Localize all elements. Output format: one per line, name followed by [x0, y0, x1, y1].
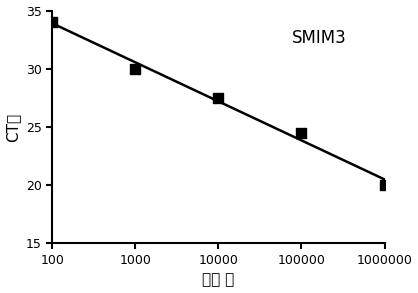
- X-axis label: 拷贝 数: 拷贝 数: [202, 272, 234, 287]
- Point: [381, 183, 388, 188]
- Point: [215, 96, 222, 100]
- Point: [298, 130, 305, 135]
- Point: [132, 67, 139, 71]
- Text: SMIM3: SMIM3: [291, 29, 346, 47]
- Point: [49, 20, 56, 25]
- Y-axis label: CT值: CT值: [5, 113, 20, 142]
